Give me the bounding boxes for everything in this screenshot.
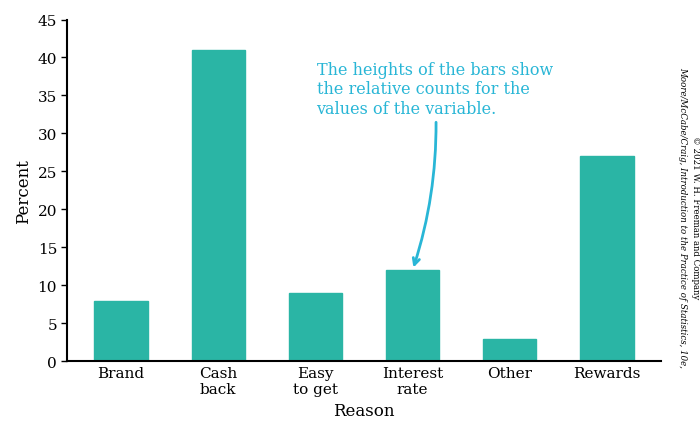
- Y-axis label: Percent: Percent: [15, 159, 32, 224]
- Text: © 2021 W. H. Freeman and Company: © 2021 W. H. Freeman and Company: [691, 135, 699, 299]
- X-axis label: Reason: Reason: [333, 402, 395, 419]
- Text: The heights of the bars show
the relative counts for the
values of the variable.: The heights of the bars show the relativ…: [316, 61, 553, 265]
- Bar: [580, 157, 634, 362]
- Bar: [386, 270, 440, 362]
- Text: Moore/McCabe/Craig, Introduction to the Practice of Statistics, 10e,: Moore/McCabe/Craig, Introduction to the …: [678, 67, 687, 367]
- Bar: [192, 51, 245, 362]
- Bar: [483, 339, 536, 362]
- Bar: [288, 293, 342, 362]
- Bar: [94, 301, 148, 362]
